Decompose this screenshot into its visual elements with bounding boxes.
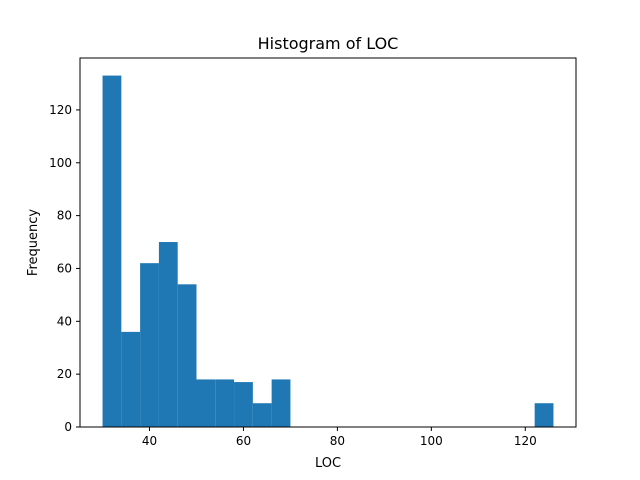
x-axis-label: LOC: [315, 456, 341, 471]
x-tick-label: 100: [420, 434, 443, 448]
x-axis-ticks: 40 60 80 100 120: [142, 427, 537, 448]
x-tick-label: 120: [514, 434, 537, 448]
histogram-bar: [534, 403, 554, 427]
chart-title: Histogram of LOC: [258, 34, 399, 53]
bars-group: [102, 75, 554, 428]
y-axis-label: Frequency: [26, 209, 41, 276]
histogram-bar: [252, 403, 272, 427]
histogram-bar: [196, 379, 216, 427]
x-tick-label: 60: [236, 434, 251, 448]
y-tick-label: 80: [57, 209, 72, 223]
histogram-bar: [234, 382, 253, 427]
x-tick-label: 80: [330, 434, 345, 448]
histogram-bar: [271, 379, 291, 427]
histogram-bar: [215, 379, 235, 427]
y-tick-label: 0: [64, 420, 72, 434]
y-tick-label: 20: [57, 367, 72, 381]
y-axis-ticks: 0 20 40 60 80 100 120: [49, 103, 80, 434]
histogram-bar: [177, 284, 197, 427]
histogram-bar: [121, 331, 141, 427]
y-tick-label: 60: [57, 261, 72, 275]
histogram-bar: [140, 263, 159, 427]
y-tick-label: 100: [49, 156, 72, 170]
y-tick-label: 40: [57, 314, 72, 328]
y-tick-label: 120: [49, 103, 72, 117]
histogram-bar: [102, 75, 122, 428]
histogram-bar: [158, 242, 178, 427]
plot-frame: [79, 57, 577, 428]
x-tick-label: 40: [142, 434, 157, 448]
